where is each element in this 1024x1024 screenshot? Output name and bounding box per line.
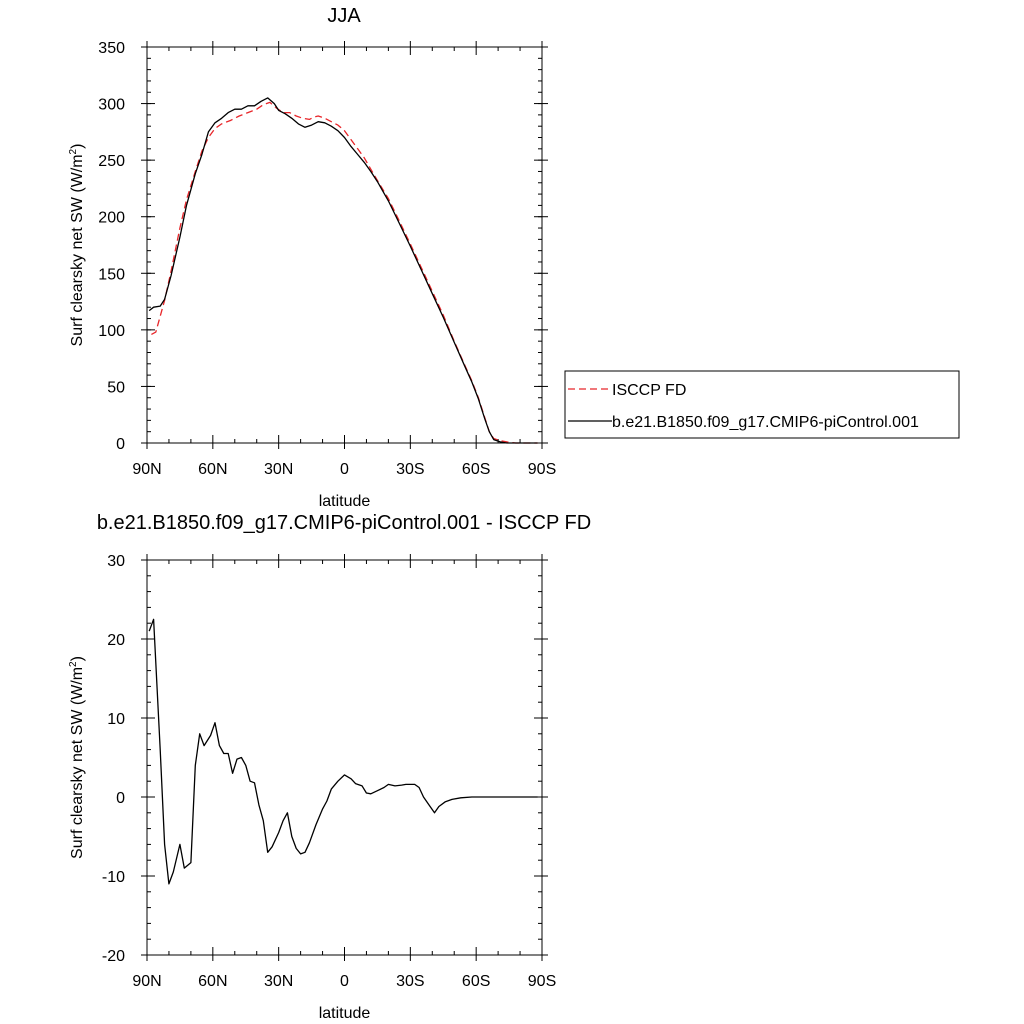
x-tick-label: 90S [528,461,556,478]
legend: ISCCP FD b.e21.B1850.f09_g17.CMIP6-piCont… [564,370,960,439]
legend-box [564,370,960,439]
x-tick-label: 90N [132,461,161,478]
plot-frame [146,46,543,444]
y-tick-label: 300 [98,97,125,114]
x-tick-label: 30S [396,461,424,478]
chart-title: b.e21.B1850.f09_g17.CMIP6-piControl.001 … [97,512,591,534]
chart-title: JJA [327,5,361,27]
y-tick-label: 0 [116,436,125,453]
legend-label: ISCCP FD [612,382,686,399]
x-tick-label: 30S [396,973,424,990]
x-tick-label: 60N [198,973,227,990]
y-tick-label: 0 [116,790,125,807]
x-tick-label: 0 [340,973,349,990]
legend-label: b.e21.B1850.f09_g17.CMIP6-piControl.001 [612,414,919,431]
y-axis-label: Surf clearsky net SW (W/m2) [68,144,86,347]
y-axis-label-close: ) [69,144,86,149]
x-tick-label: 90N [132,973,161,990]
y-axis-label-close: ) [69,656,86,661]
plot-frame [146,559,543,956]
x-tick-label: 30N [264,461,293,478]
y-axis-label-sup: 2 [68,148,79,154]
x-tick-label: 90S [528,973,556,990]
y-tick-label: 200 [98,210,125,227]
x-tick-label: 60S [462,461,490,478]
series-line-model [148,618,538,885]
y-axis-label: Surf clearsky net SW (W/m2) [68,656,86,859]
x-tick-label: 30N [264,973,293,990]
series-line-isccp-fd [151,101,538,444]
y-tick-label: 250 [98,153,125,170]
series-line-model [148,97,538,444]
y-tick-label: 10 [107,711,125,728]
y-axis-label-text: Surf clearsky net SW (W/m [69,667,86,859]
y-tick-label: -20 [102,948,125,965]
x-tick-label: 60N [198,461,227,478]
chart-bottom-difference: b.e21.B1850.f09_g17.CMIP6-piControl.001 … [68,512,591,1022]
y-tick-label: 150 [98,266,125,283]
y-tick-label: 50 [107,379,125,396]
x-axis-label: latitude [319,493,371,510]
x-tick-label: 0 [340,461,349,478]
y-tick-label: 30 [107,553,125,570]
y-axis-label-text: Surf clearsky net SW (W/m [69,154,86,346]
y-axis-label-sup: 2 [68,661,79,667]
y-tick-label: -10 [102,869,125,886]
y-tick-label: 100 [98,323,125,340]
chart-top-jja: JJA 90N 60N 30N 0 30S 60S 90S 0 50 100 150 200 250 300… [68,5,960,510]
x-tick-label: 60S [462,973,490,990]
y-tick-label: 350 [98,40,125,57]
x-axis-label: latitude [319,1005,371,1022]
y-tick-label: 20 [107,632,125,649]
